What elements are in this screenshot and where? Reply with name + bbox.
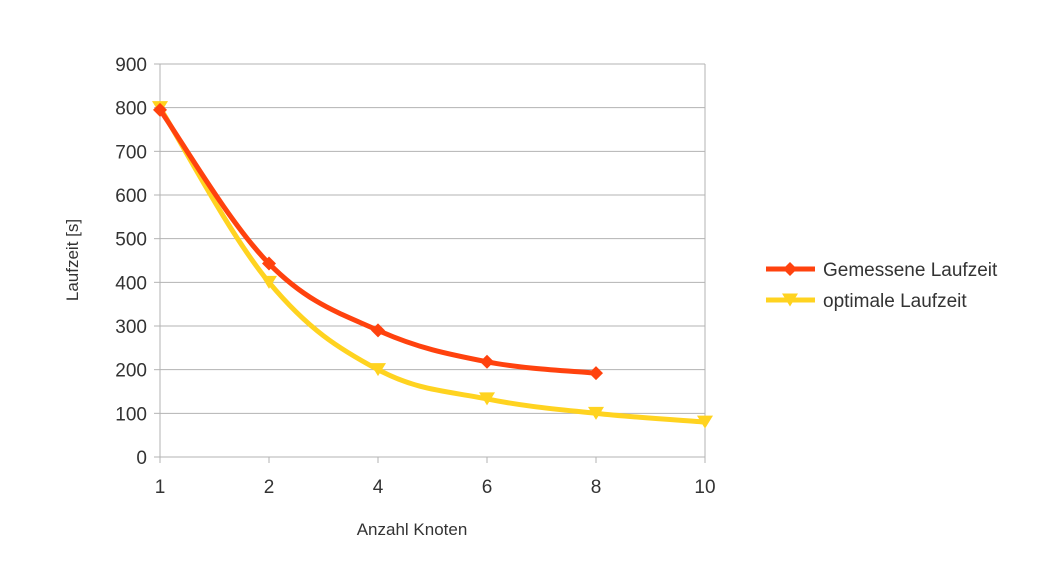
data-point <box>153 102 167 117</box>
x-tick-label: 6 <box>482 477 493 498</box>
y-axis-title: Laufzeit [s] <box>63 219 82 301</box>
tick-labels: 0 100 200 300 400 500 600 700 800 900 1 2 4 6 8 10 <box>115 55 715 498</box>
y-tick-label: 100 <box>115 404 147 425</box>
legend-item: optimale Laufzeit <box>766 291 967 312</box>
data-point <box>697 415 713 429</box>
legend-item: Gemessene Laufzeit <box>766 260 998 281</box>
x-axis-title: Anzahl Knoten <box>357 520 468 539</box>
y-tick-label: 400 <box>115 273 147 294</box>
legend-swatch-marker <box>782 293 798 307</box>
data-point <box>589 366 603 381</box>
y-tick-label: 900 <box>115 55 147 76</box>
legend: Gemessene Laufzeit optimale Laufzeit <box>766 260 998 312</box>
axes <box>154 63 706 463</box>
x-tick-label: 8 <box>591 477 602 498</box>
data-point <box>588 406 604 420</box>
series-line <box>157 107 599 376</box>
series-lines <box>152 101 713 429</box>
y-tick-label: 600 <box>115 186 147 207</box>
data-point <box>371 323 385 338</box>
y-tick-label: 800 <box>115 99 147 120</box>
data-point <box>262 256 276 271</box>
y-tick-label: 300 <box>115 317 147 338</box>
data-point <box>370 363 386 377</box>
data-point <box>261 275 277 289</box>
x-tick-label: 10 <box>694 477 715 498</box>
data-point <box>480 354 494 369</box>
series-optimale-laufzeit <box>152 101 713 429</box>
data-point <box>479 392 495 406</box>
series-gemessene-laufzeit <box>153 102 603 381</box>
legend-label: Gemessene Laufzeit <box>823 260 998 281</box>
y-tick-label: 700 <box>115 142 147 163</box>
y-tick-label: 500 <box>115 230 147 251</box>
legend-swatch-marker <box>783 262 797 276</box>
y-tick-label: 0 <box>136 448 147 469</box>
y-tick-label: 200 <box>115 361 147 382</box>
x-tick-label: 1 <box>155 477 166 498</box>
x-tick-label: 4 <box>373 477 384 498</box>
gridlines <box>160 63 705 458</box>
x-tick-label: 2 <box>264 477 275 498</box>
series-line <box>157 105 708 425</box>
legend-label: optimale Laufzeit <box>823 291 967 312</box>
